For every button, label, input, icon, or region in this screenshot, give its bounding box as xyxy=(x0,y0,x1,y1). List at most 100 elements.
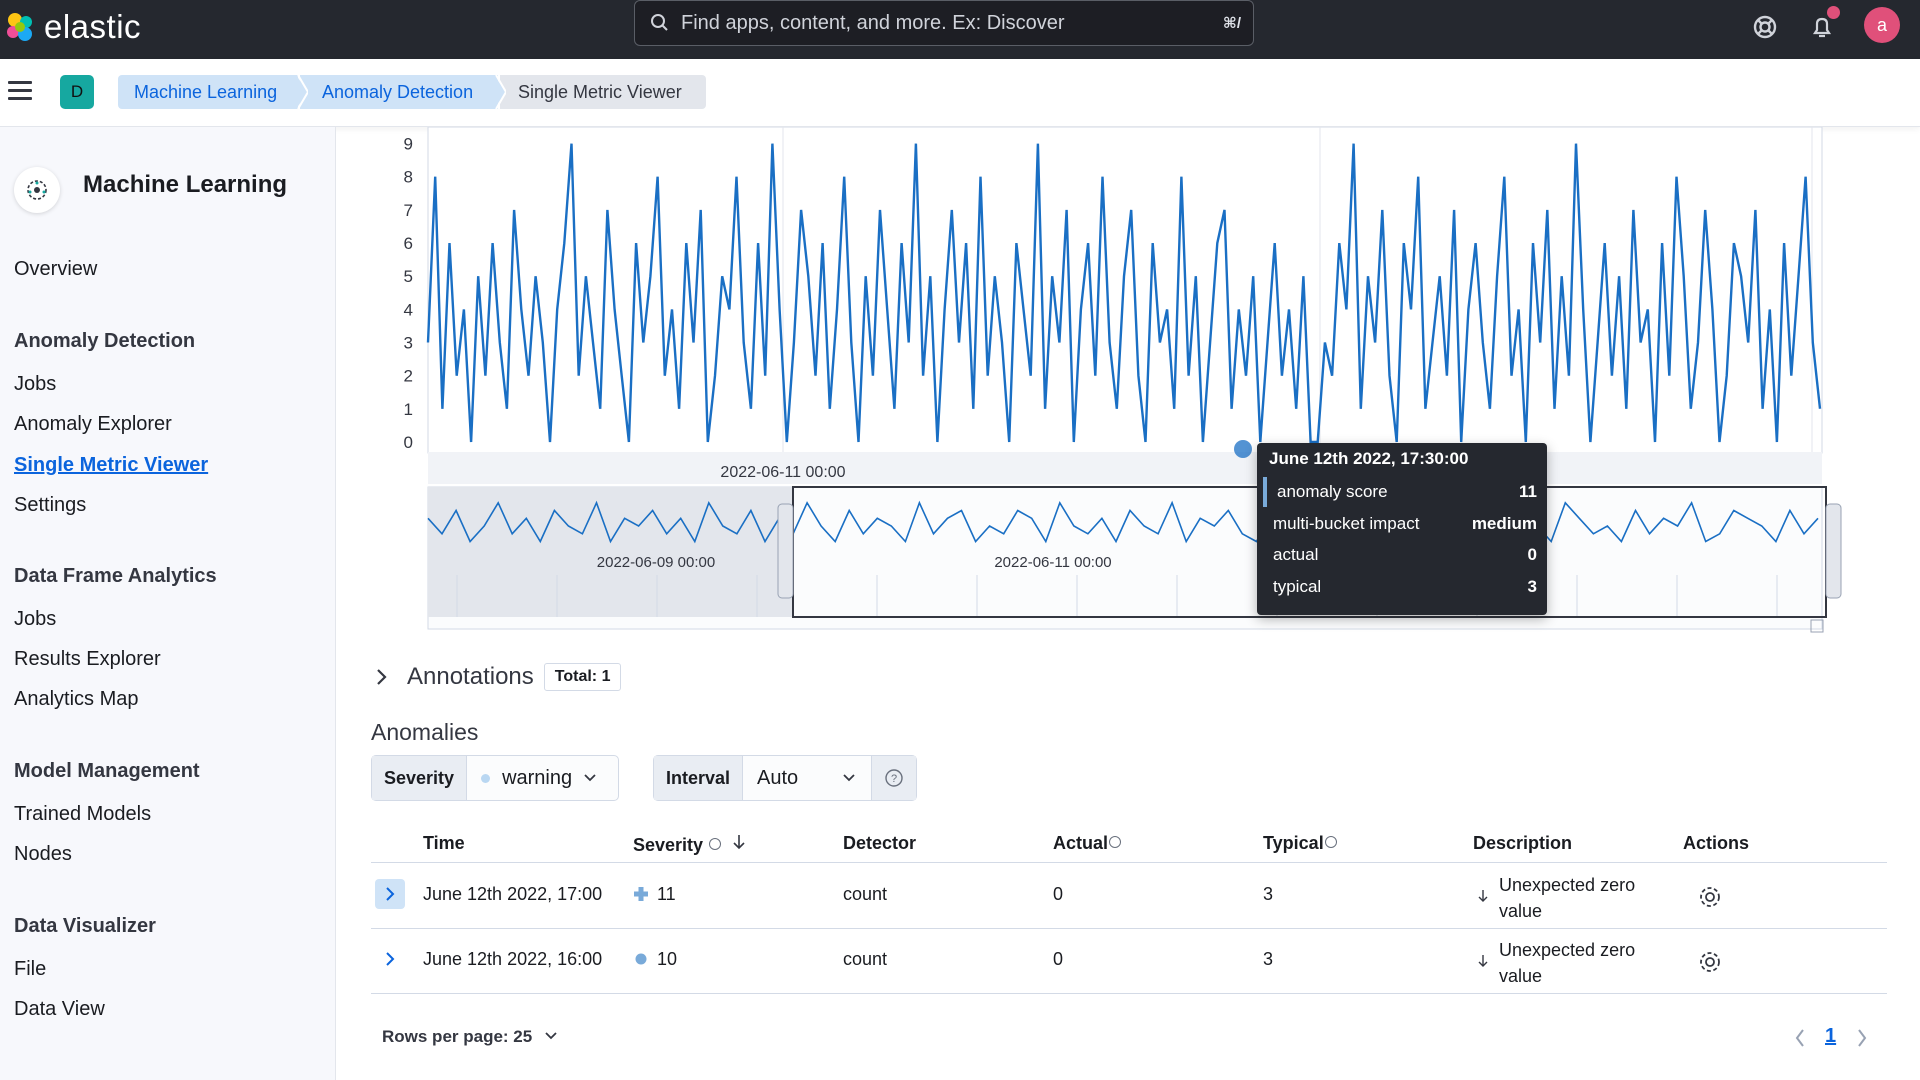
severity-dot-icon xyxy=(635,953,647,965)
single-metric-chart[interactable]: 0 1 2 3 4 5 6 7 8 9 2022-06-11 00:00 2022-06-09 0… xyxy=(337,127,1920,647)
row-severity: 10 xyxy=(633,949,677,970)
chevron-right-icon xyxy=(386,952,395,966)
column-header-typical[interactable]: Typical xyxy=(1263,833,1338,854)
x-axis-band xyxy=(428,452,1822,484)
table-row: June 12th 2022, 16:00 10 count 0 3 Unexp… xyxy=(371,929,1887,994)
user-avatar[interactable]: a xyxy=(1864,7,1900,43)
rows-per-page-select[interactable]: Rows per page: 25 xyxy=(382,1027,559,1047)
severity-filter[interactable]: Severity warning xyxy=(371,755,619,801)
interval-filter[interactable]: Interval Auto ? xyxy=(653,755,917,801)
tooltip-row: anomaly score 11 xyxy=(1263,477,1541,507)
brush-right-handle[interactable] xyxy=(1825,503,1842,599)
previous-page-icon[interactable] xyxy=(1793,1027,1807,1049)
annotations-label: Annotations xyxy=(407,663,534,690)
column-header-actions: Actions xyxy=(1683,833,1750,853)
menu-toggle-icon[interactable] xyxy=(8,81,32,101)
column-header-actual[interactable]: Actual xyxy=(1053,833,1122,854)
expand-row-button[interactable] xyxy=(375,944,405,974)
resize-handle-icon[interactable] xyxy=(1810,619,1824,633)
severity-select[interactable]: warning xyxy=(467,767,612,790)
sidebar-group-model-management: Model Management xyxy=(14,760,200,782)
y-tick-label: 9 xyxy=(404,135,413,154)
interval-select[interactable]: Auto xyxy=(743,767,871,790)
y-tick-label: 8 xyxy=(404,168,413,187)
arrow-down-icon xyxy=(1478,955,1488,967)
row-actual: 0 xyxy=(1053,949,1064,969)
chevron-down-icon xyxy=(545,1032,557,1040)
sidebar-item-overview[interactable]: Overview xyxy=(14,258,98,280)
svg-text:?: ? xyxy=(891,773,897,785)
search-icon xyxy=(651,14,668,31)
annotations-total-badge: Total: 1 xyxy=(543,663,622,691)
chevron-right-icon[interactable] xyxy=(375,667,389,687)
info-icon xyxy=(1324,836,1337,848)
sidebar-item-nodes[interactable]: Nodes xyxy=(14,843,72,865)
sidebar-group-data-visualizer: Data Visualizer xyxy=(14,915,156,937)
chart-tooltip: June 12th 2022, 17:30:00 anomaly score 11… xyxy=(1257,443,1547,615)
y-tick-label: 2 xyxy=(404,367,413,386)
anomaly-marker[interactable] xyxy=(1234,440,1252,458)
space-avatar[interactable]: D xyxy=(60,75,94,109)
breadcrumb-machine-learning[interactable]: Machine Learning xyxy=(118,75,298,109)
sidebar-item-dfa-jobs[interactable]: Jobs xyxy=(14,608,57,630)
column-header-severity[interactable]: Severity xyxy=(633,833,747,856)
row-detector: count xyxy=(843,949,888,969)
info-icon xyxy=(709,838,722,850)
y-tick-label: 6 xyxy=(404,234,413,253)
y-tick-label: 7 xyxy=(404,201,413,220)
breadcrumb-bar: D Machine Learning Anomaly Detection Sin… xyxy=(0,59,1920,127)
global-search-input[interactable]: Find apps, content, and more. Ex: Discov… xyxy=(634,0,1254,46)
help-icon[interactable] xyxy=(1748,10,1782,44)
row-typical: 3 xyxy=(1263,884,1274,904)
breadcrumb-single-metric-viewer: Single Metric Viewer xyxy=(500,75,706,109)
severity-value: warning xyxy=(502,766,573,789)
tooltip-row: typical 3 xyxy=(1273,577,1537,596)
sidebar-item-data-view[interactable]: Data View xyxy=(14,998,105,1020)
row-description: Unexpected zero value xyxy=(1499,940,1636,986)
chart-plot-area xyxy=(427,127,1823,454)
y-tick-label: 5 xyxy=(404,267,413,286)
sidebar-item-file[interactable]: File xyxy=(14,958,47,980)
row-time: June 12th 2022, 16:00 xyxy=(423,949,603,969)
sidebar-item-analytics-map[interactable]: Analytics Map xyxy=(14,688,139,710)
row-description: Unexpected zero value xyxy=(1499,875,1636,921)
next-page-icon[interactable] xyxy=(1855,1027,1869,1049)
sidebar-title: Machine Learning xyxy=(83,171,288,198)
annotations-toggle[interactable]: Annotations Total: 1 xyxy=(375,663,622,691)
sidebar-item-anomaly-explorer[interactable]: Anomaly Explorer xyxy=(14,413,172,435)
breadcrumb-separator-icon xyxy=(296,75,308,109)
breadcrumb-anomaly-detection[interactable]: Anomaly Detection xyxy=(300,75,498,109)
x-tick-label: 2022-06-11 00:00 xyxy=(720,464,845,481)
context-tick-label: 2022-06-11 00:00 xyxy=(994,554,1111,571)
search-placeholder: Find apps, content, and more. Ex: Discov… xyxy=(681,11,1065,34)
sidebar-group-data-frame-analytics: Data Frame Analytics xyxy=(14,565,217,587)
expand-row-button[interactable] xyxy=(375,879,405,909)
severity-filter-label: Severity xyxy=(372,756,468,800)
machine-learning-icon xyxy=(14,167,60,213)
sidebar-item-trained-models[interactable]: Trained Models xyxy=(14,803,152,825)
column-header-description: Description xyxy=(1473,833,1573,853)
interval-filter-label: Interval xyxy=(654,756,744,800)
notifications-icon[interactable] xyxy=(1805,10,1839,44)
brand-name: elastic xyxy=(44,8,142,45)
brush-left-handle[interactable] xyxy=(777,503,794,599)
anomalies-title: Anomalies xyxy=(371,719,479,745)
breadcrumb-separator-icon xyxy=(494,75,506,109)
gear-icon[interactable] xyxy=(1697,884,1723,910)
tooltip-row: actual 0 xyxy=(1273,545,1537,564)
elastic-logo[interactable]: elastic xyxy=(4,8,141,46)
column-header-detector[interactable]: Detector xyxy=(843,833,917,853)
sort-descending-icon[interactable] xyxy=(731,833,747,851)
chevron-down-icon xyxy=(843,774,855,782)
severity-plus-icon xyxy=(634,887,648,901)
sidebar-group-anomaly-detection: Anomaly Detection xyxy=(14,330,196,352)
sidebar-item-settings[interactable]: Settings xyxy=(14,494,87,516)
gear-icon[interactable] xyxy=(1697,949,1723,975)
sidebar-item-jobs[interactable]: Jobs xyxy=(14,373,57,395)
sidebar-item-single-metric-viewer[interactable]: Single Metric Viewer xyxy=(14,454,209,476)
sidebar-item-results-explorer[interactable]: Results Explorer xyxy=(14,648,161,670)
page-number-button[interactable]: 1 xyxy=(1825,1025,1837,1047)
interval-help-icon[interactable]: ? xyxy=(870,756,916,800)
column-header-time[interactable]: Time xyxy=(423,833,465,853)
metric-line xyxy=(426,143,1822,444)
